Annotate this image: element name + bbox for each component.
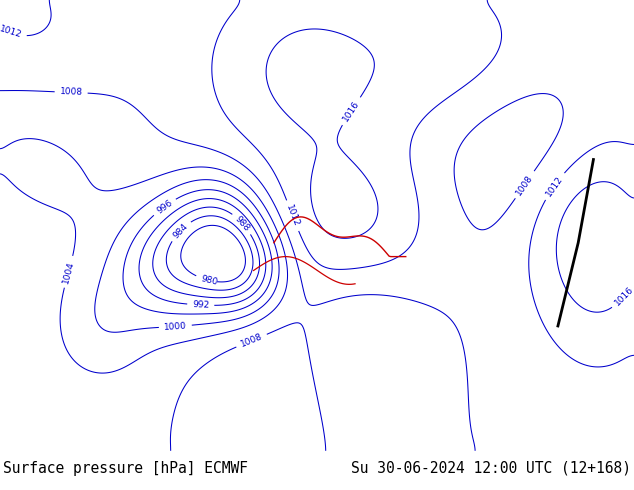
Text: 1008: 1008: [239, 332, 264, 349]
Text: 1016: 1016: [612, 285, 634, 307]
Text: 1012: 1012: [544, 174, 564, 198]
Text: 980: 980: [200, 274, 219, 287]
Text: Su 30-06-2024 12:00 UTC (12+168): Su 30-06-2024 12:00 UTC (12+168): [351, 461, 631, 476]
Text: Surface pressure [hPa] ECMWF: Surface pressure [hPa] ECMWF: [3, 461, 248, 476]
Text: 1004: 1004: [61, 260, 76, 284]
Text: 988: 988: [233, 214, 252, 233]
Text: 1016: 1016: [341, 99, 361, 123]
Text: 996: 996: [155, 198, 174, 216]
Text: 992: 992: [192, 300, 209, 310]
Text: 1012: 1012: [0, 24, 23, 40]
Text: 1012: 1012: [284, 203, 301, 228]
Text: 1000: 1000: [164, 321, 187, 332]
Text: 1008: 1008: [515, 172, 535, 196]
Text: 1008: 1008: [60, 88, 83, 98]
Text: 984: 984: [171, 221, 190, 240]
